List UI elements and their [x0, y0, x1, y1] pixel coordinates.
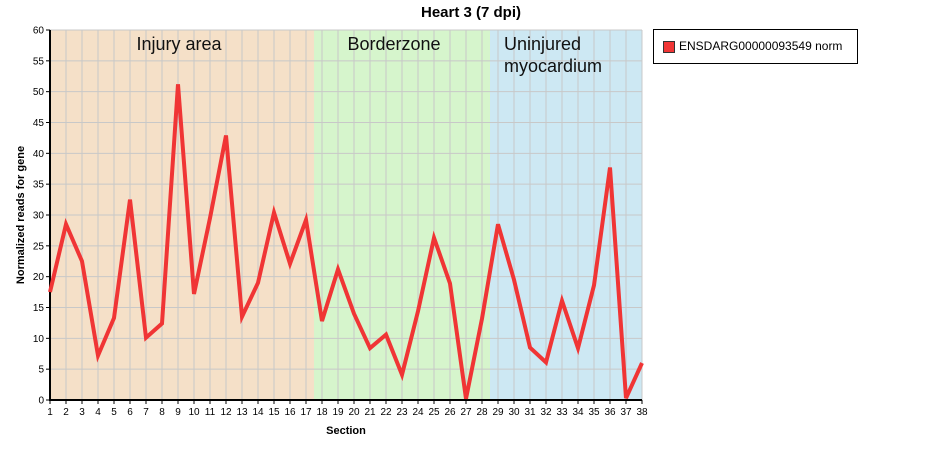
- x-tick-label: 36: [604, 407, 616, 418]
- x-tick-label: 20: [348, 407, 360, 418]
- y-tick-label: 35: [33, 180, 45, 191]
- y-tick-label: 30: [33, 211, 45, 222]
- x-tick-label: 37: [620, 407, 632, 418]
- x-tick-label: 11: [205, 407, 216, 418]
- x-tick-label: 30: [508, 407, 520, 418]
- x-tick-label: 28: [476, 407, 488, 418]
- y-tick-label: 20: [33, 272, 45, 283]
- x-axis-label: Section: [326, 425, 366, 437]
- x-tick-label: 4: [95, 407, 101, 418]
- x-tick-label: 9: [175, 407, 181, 418]
- legend-label: ENSDARG00000093549 norm: [679, 39, 843, 53]
- x-tick-label: 10: [188, 407, 200, 418]
- x-tick-label: 27: [460, 407, 472, 418]
- y-tick-label: 45: [33, 118, 45, 129]
- chart-title: Heart 3 (7 dpi): [421, 4, 521, 21]
- y-tick-label: 0: [38, 396, 44, 407]
- x-tick-label: 29: [492, 407, 504, 418]
- region-label: Borderzone: [347, 34, 440, 54]
- x-tick-label: 15: [268, 407, 280, 418]
- x-tick-label: 38: [636, 407, 648, 418]
- x-tick-label: 2: [63, 407, 69, 418]
- region-labels: Injury area Borderzone Uninjured myocardium: [136, 34, 602, 76]
- y-tick-label: 55: [33, 56, 45, 67]
- region-label-line: Injury area: [136, 34, 222, 54]
- series-line: [48, 84, 644, 400]
- y-tick-label: 15: [33, 303, 45, 314]
- region-label-line: myocardium: [504, 56, 602, 76]
- x-tick-label: 13: [236, 407, 248, 418]
- x-tick-label: 12: [220, 407, 232, 418]
- x-tick-label: 23: [396, 407, 408, 418]
- x-tick-label: 18: [316, 407, 328, 418]
- x-tick-label: 14: [252, 407, 264, 418]
- x-tick-label: 19: [332, 407, 344, 418]
- x-tick-label: 6: [127, 407, 133, 418]
- x-tick-label: 24: [412, 407, 424, 418]
- series-layer: [48, 84, 644, 400]
- x-tick-label: 21: [364, 407, 376, 418]
- x-tick-label: 33: [556, 407, 568, 418]
- y-tick-label: 40: [33, 149, 45, 160]
- region-label: Injury area: [136, 34, 222, 54]
- y-tick-label: 10: [33, 334, 45, 345]
- legend: ENSDARG00000093549 norm: [653, 29, 858, 64]
- x-tick-label: 8: [159, 407, 165, 418]
- x-tick-label: 5: [111, 407, 117, 418]
- x-tick-label: 16: [284, 407, 296, 418]
- x-tick-label: 32: [540, 407, 552, 418]
- x-tick-label: 22: [380, 407, 392, 418]
- legend-swatch: [663, 41, 675, 53]
- region-label-line: Uninjured: [504, 34, 581, 54]
- x-tick-label: 25: [428, 407, 440, 418]
- region-label-line: Borderzone: [347, 34, 440, 54]
- x-tick-label: 17: [300, 407, 312, 418]
- x-tick-label: 31: [524, 407, 536, 418]
- x-tick-label: 35: [588, 407, 600, 418]
- x-tick-label: 1: [47, 407, 53, 418]
- y-tick-label: 5: [38, 365, 44, 376]
- x-tick-label: 3: [79, 407, 85, 418]
- region-label: Uninjured myocardium: [504, 34, 602, 76]
- y-axis-label: Normalized reads for gene: [15, 146, 27, 284]
- y-tick-label: 50: [33, 87, 45, 98]
- y-tick-label: 25: [33, 241, 45, 252]
- x-tick-label: 7: [143, 407, 149, 418]
- x-tick-label: 26: [444, 407, 456, 418]
- y-tick-label: 60: [33, 26, 45, 37]
- x-tick-label: 34: [572, 407, 584, 418]
